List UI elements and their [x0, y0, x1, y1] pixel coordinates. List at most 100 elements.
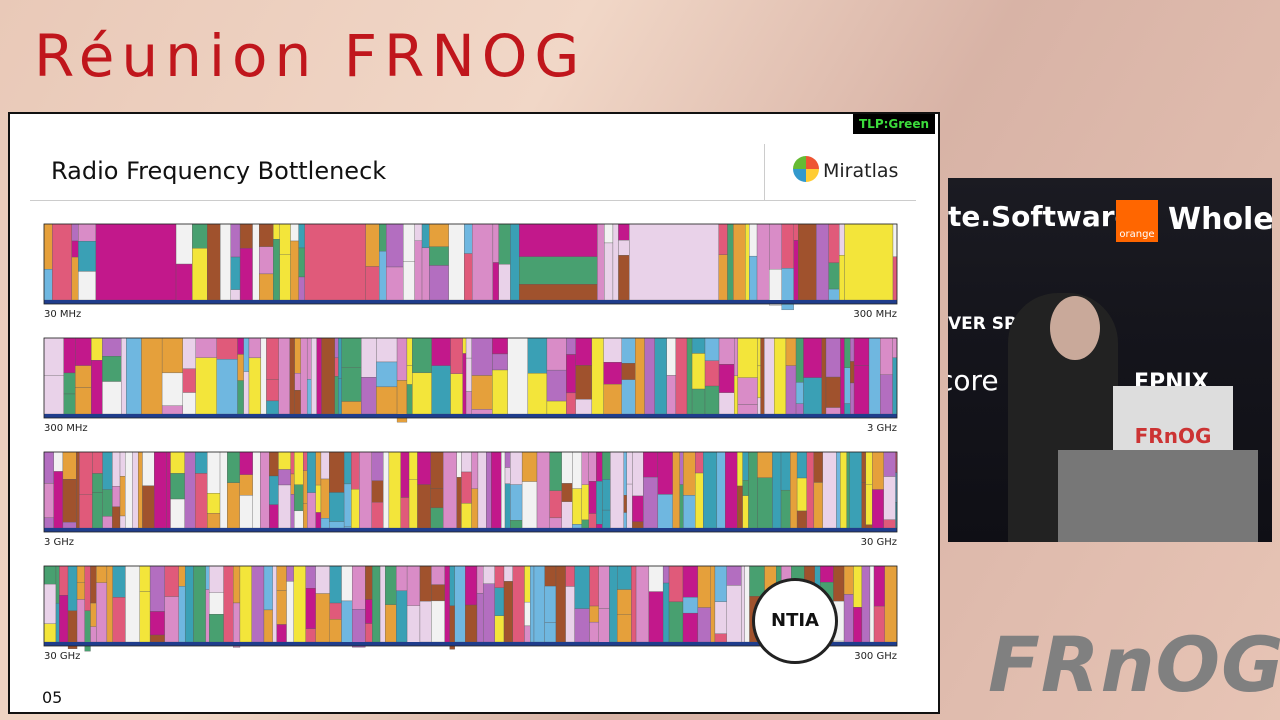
allocation-block [883, 519, 896, 529]
allocation-block [643, 451, 659, 478]
allocation-block [286, 581, 294, 643]
allocation-block [648, 591, 664, 643]
allocation-block [603, 362, 622, 385]
allocation-block [840, 451, 847, 529]
allocation-block [102, 516, 113, 529]
allocation-block [662, 565, 670, 584]
allocation-block [365, 599, 373, 624]
allocation-block [519, 223, 598, 257]
allocation-block [461, 451, 472, 473]
allocation-block [510, 520, 523, 529]
allocation-block [757, 365, 761, 399]
allocation-block [816, 223, 829, 301]
allocation-block [90, 626, 97, 643]
allocation-block [843, 594, 854, 643]
allocation-block [294, 373, 301, 391]
allocation-block [329, 619, 342, 643]
allocation-block [733, 223, 746, 301]
allocation-block [691, 388, 706, 415]
allocation-block [365, 223, 380, 267]
allocation-block [450, 373, 463, 415]
allocation-block [544, 565, 557, 587]
allocation-block [462, 353, 467, 415]
podium-sign: FRnOG [1113, 386, 1233, 456]
allocation-block [385, 604, 397, 643]
allocation-block [303, 503, 308, 529]
allocation-block [853, 365, 870, 415]
allocation-block [239, 223, 253, 249]
allocation-block [602, 509, 611, 529]
allocation-block [239, 474, 253, 496]
allocation-block [718, 337, 735, 365]
allocation-block [182, 368, 196, 393]
allocation-block [769, 269, 782, 306]
allocation-block [184, 451, 196, 529]
allocation-block [263, 565, 273, 611]
allocation-block [631, 565, 637, 643]
allocation-block [757, 451, 773, 478]
allocation-block [793, 240, 799, 301]
allocation-block [726, 565, 742, 586]
allocation-block [207, 451, 221, 494]
allocation-block [742, 480, 749, 496]
allocation-block [102, 356, 122, 382]
allocation-block [414, 240, 423, 301]
allocation-block [703, 451, 718, 529]
allocation-block [195, 337, 217, 358]
allocation-block [623, 451, 627, 496]
allocation-block [207, 493, 221, 514]
allocation-block [572, 451, 582, 489]
allocation-block [431, 365, 451, 415]
allocation-block [853, 607, 863, 643]
allocation-block [737, 451, 743, 487]
allocation-block [880, 337, 893, 375]
speaker-head [1050, 296, 1100, 360]
allocation-block [494, 615, 505, 643]
allocation-block [273, 239, 280, 301]
allocation-block [63, 337, 76, 374]
allocation-block [430, 488, 444, 509]
allocation-block [872, 489, 884, 529]
allocation-block [92, 492, 103, 529]
allocation-block [785, 337, 797, 366]
allocation-block [149, 565, 165, 612]
allocation-block [53, 471, 64, 529]
allocation-block [872, 451, 884, 490]
allocation-block [278, 451, 291, 470]
allocation-block [604, 242, 614, 301]
allocation-block [260, 337, 267, 415]
allocation-block [476, 593, 484, 643]
allocation-block [621, 363, 636, 380]
allocation-block [672, 451, 680, 529]
allocation-block [572, 488, 582, 525]
slide-title: Radio Frequency Bottleneck [51, 157, 387, 185]
allocation-block [388, 451, 401, 529]
allocation-block [749, 255, 758, 301]
allocation-block [828, 262, 840, 290]
allocation-block [844, 403, 851, 415]
allocation-block [483, 583, 495, 643]
allocation-block [43, 483, 54, 518]
allocation-block [574, 608, 590, 643]
allocation-block [126, 337, 142, 415]
allocation-block [139, 565, 151, 592]
allocation-block [278, 337, 291, 415]
allocation-block [846, 451, 850, 529]
podium [1058, 450, 1258, 542]
allocation-block [679, 484, 684, 529]
allocation-block [112, 451, 121, 487]
allocation-block [78, 240, 97, 272]
allocation-block [341, 337, 362, 368]
allocation-block [361, 377, 377, 415]
allocation-block [306, 337, 312, 380]
allocation-block [67, 565, 78, 611]
allocation-block [182, 337, 196, 369]
allocation-block [757, 477, 773, 529]
allocation-block [682, 612, 699, 643]
band-baseline [44, 642, 897, 646]
allocation-block [504, 467, 511, 484]
allocation-block [737, 377, 758, 405]
allocation-block [635, 337, 645, 415]
allocation-block [472, 223, 494, 301]
divider [30, 200, 916, 201]
